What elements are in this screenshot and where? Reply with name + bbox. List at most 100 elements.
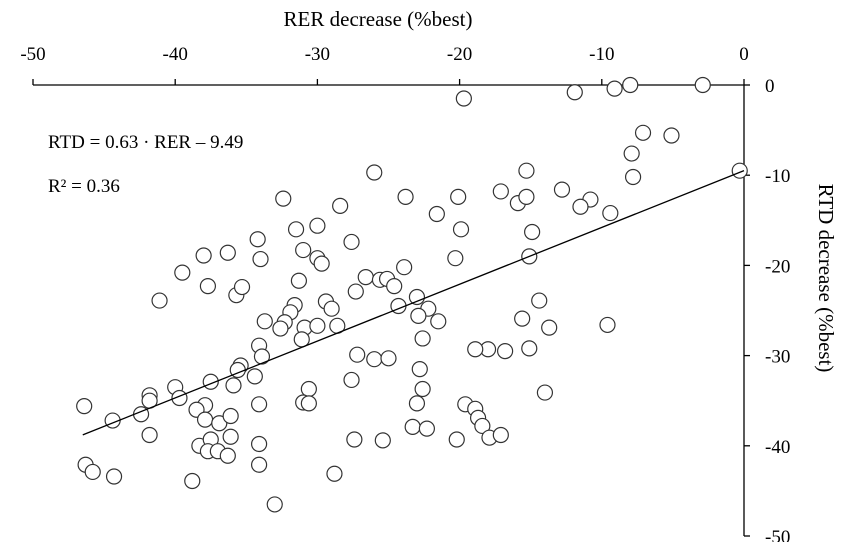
data-point: [300, 380, 317, 398]
data-point: [309, 317, 326, 334]
data-point: [346, 431, 363, 448]
x-tick-label: -50: [20, 44, 45, 65]
data-point: [225, 377, 242, 394]
data-point: [430, 313, 447, 330]
data-point: [455, 90, 472, 107]
y-tick-label: -30: [765, 347, 790, 368]
data-point: [184, 472, 201, 490]
x-axis-title: RER decrease (%best): [284, 7, 473, 31]
r-squared: R² = 0.36: [48, 176, 120, 197]
data-point: [105, 468, 123, 485]
data-point: [313, 255, 330, 272]
data-point: [151, 292, 168, 309]
data-point: [606, 80, 623, 97]
data-point: [349, 346, 366, 363]
data-point: [447, 250, 464, 267]
data-point: [492, 183, 509, 200]
data-point: [566, 84, 583, 101]
regression-equation: RTD = 0.63 · RER – 9.49: [48, 132, 243, 153]
data-point: [450, 188, 467, 205]
data-point: [250, 396, 268, 413]
data-point: [521, 340, 538, 357]
data-point: [250, 435, 268, 453]
data-point: [253, 348, 271, 365]
data-point: [572, 198, 589, 215]
data-point: [290, 272, 308, 289]
data-point: [396, 259, 413, 276]
data-point: [272, 320, 289, 337]
x-tick-label: -30: [305, 44, 330, 65]
data-point: [326, 465, 343, 482]
data-point: [404, 418, 421, 435]
data-point: [418, 420, 435, 437]
data-point: [295, 241, 312, 259]
data-point: [602, 204, 619, 222]
data-point: [410, 307, 427, 325]
data-point: [634, 124, 652, 141]
data-point: [222, 407, 239, 425]
data-point: [448, 431, 465, 448]
data-point: [380, 350, 397, 367]
data-point: [141, 426, 158, 444]
x-tick-label: -20: [447, 44, 472, 65]
y-tick-label: -40: [765, 437, 790, 458]
data-point: [497, 342, 514, 360]
data-point: [300, 395, 317, 412]
data-point: [518, 162, 535, 179]
data-point: [623, 145, 640, 162]
data-point: [553, 181, 571, 198]
data-point: [428, 205, 445, 223]
data-point: [252, 250, 269, 268]
data-point: [357, 269, 374, 286]
data-point: [366, 351, 383, 368]
data-point: [266, 496, 283, 513]
data-point: [343, 371, 360, 389]
trendline: [82, 169, 745, 436]
data-point: [514, 310, 531, 327]
y-axis-ticks: 0 -10 -20 -30 -40 -50: [744, 76, 790, 542]
data-point: [622, 76, 639, 94]
x-tick-label: -40: [163, 44, 188, 65]
y-axis-title: RTD decrease (%best): [814, 184, 838, 373]
data-point: [467, 341, 484, 358]
data-point: [246, 368, 263, 385]
data-point: [250, 456, 268, 473]
data-point: [624, 168, 642, 186]
data-point: [347, 283, 364, 300]
data-point: [211, 415, 228, 432]
data-point: [411, 361, 428, 378]
data-point: [386, 278, 403, 295]
data-point: [195, 247, 212, 264]
y-tick-label: 0: [765, 76, 775, 97]
data-point: [374, 432, 391, 449]
data-point: [84, 463, 101, 481]
data-point: [518, 188, 535, 205]
data-point: [408, 288, 426, 306]
data-point: [492, 426, 509, 444]
data-point: [531, 292, 548, 309]
data-point: [408, 395, 426, 412]
data-point: [219, 447, 236, 464]
y-tick-label: -20: [765, 256, 790, 277]
data-point: [249, 231, 266, 248]
data-point: [731, 162, 748, 179]
data-point: [332, 197, 349, 214]
data-point: [452, 221, 470, 238]
x-tick-label: -10: [589, 44, 614, 65]
data-point: [287, 221, 305, 238]
data-point: [196, 411, 214, 428]
data-point: [219, 244, 236, 261]
data-point: [199, 278, 217, 295]
data-point: [474, 417, 491, 435]
data-point: [663, 127, 680, 144]
x-axis-ticks: -50 -40 -30 -20 -10 0: [20, 44, 749, 85]
data-point: [343, 233, 360, 251]
data-point: [536, 384, 554, 401]
data-point: [366, 164, 383, 181]
data-point: [256, 313, 273, 330]
data-points: [76, 76, 748, 513]
x-tick-label: 0: [739, 44, 749, 65]
data-point: [309, 217, 326, 234]
y-tick-label: -50: [765, 527, 790, 542]
